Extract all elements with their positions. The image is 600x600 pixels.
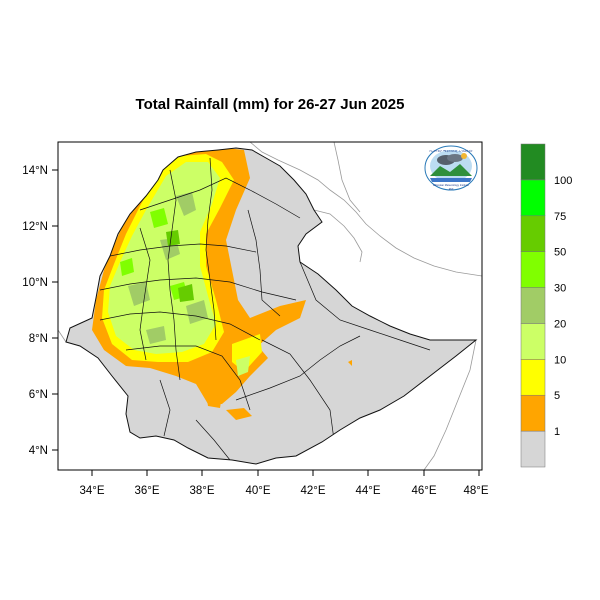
- colorbar-label: 75: [554, 211, 566, 223]
- plot-frame: [57, 141, 483, 471]
- colorbar: 1 5 10 20 30 50 75 100: [520, 143, 572, 468]
- logo-text-amharic: የኢትዮጵያ ሜቲዎሮሎጂ ኢንስቲትዩት: [429, 149, 473, 153]
- colorbar-segment: [520, 143, 546, 181]
- logo-text-english: Ethiopian Meteorology Institute: [433, 183, 469, 187]
- x-tick-label: 34°E: [79, 485, 104, 497]
- x-tick-label: 44°E: [355, 485, 380, 497]
- logo-text-abbrev: EMI: [449, 187, 454, 191]
- x-axis-labels: 34°E 36°E 38°E 40°E 42°E 44°E 46°E 48°E: [79, 485, 488, 497]
- country-outline: [65, 147, 478, 465]
- colorbar-label: 20: [554, 318, 566, 330]
- colorbar-label: 30: [554, 283, 566, 295]
- map-title: Total Rainfall (mm) for 26-27 Jun 2025: [135, 96, 405, 113]
- x-tick-label: 38°E: [189, 485, 214, 497]
- x-tick-label: 42°E: [300, 485, 325, 497]
- y-tick-label: 8°N: [29, 333, 48, 345]
- region-borders: [99, 157, 431, 461]
- colorbar-label: 50: [554, 247, 566, 259]
- y-tick-label: 10°N: [22, 277, 48, 289]
- neighbor-borders: [58, 142, 482, 470]
- y-tick-label: 6°N: [29, 389, 48, 401]
- colorbar-segment: [520, 215, 546, 252]
- x-tick-label: 40°E: [245, 485, 270, 497]
- y-tick-label: 14°N: [22, 165, 48, 177]
- colorbar-segment: [520, 430, 546, 468]
- axis-ticks: [52, 169, 480, 476]
- colorbar-label: 1: [554, 426, 560, 438]
- colorbar-label: 5: [554, 390, 560, 402]
- colorbar-segment: [520, 323, 546, 360]
- colorbar-segment: [520, 179, 546, 217]
- colorbar-segment: [520, 287, 546, 324]
- colorbar-label: 100: [554, 175, 572, 187]
- x-tick-label: 36°E: [134, 485, 159, 497]
- institute-logo: የኢትዮጵያ ሜቲዎሮሎጂ ኢንስቲትዩት Ethiopian Meteorol…: [424, 145, 478, 191]
- colorbar-segment: [520, 394, 546, 432]
- colorbar-label: 10: [554, 354, 566, 366]
- x-tick-label: 46°E: [411, 485, 436, 497]
- x-tick-label: 48°E: [463, 485, 488, 497]
- y-axis-labels: 14°N 12°N 10°N 8°N 6°N 4°N: [22, 165, 48, 457]
- y-tick-label: 4°N: [29, 445, 48, 457]
- colorbar-segment: [520, 251, 546, 288]
- colorbar-segment: [520, 359, 546, 396]
- y-tick-label: 12°N: [22, 221, 48, 233]
